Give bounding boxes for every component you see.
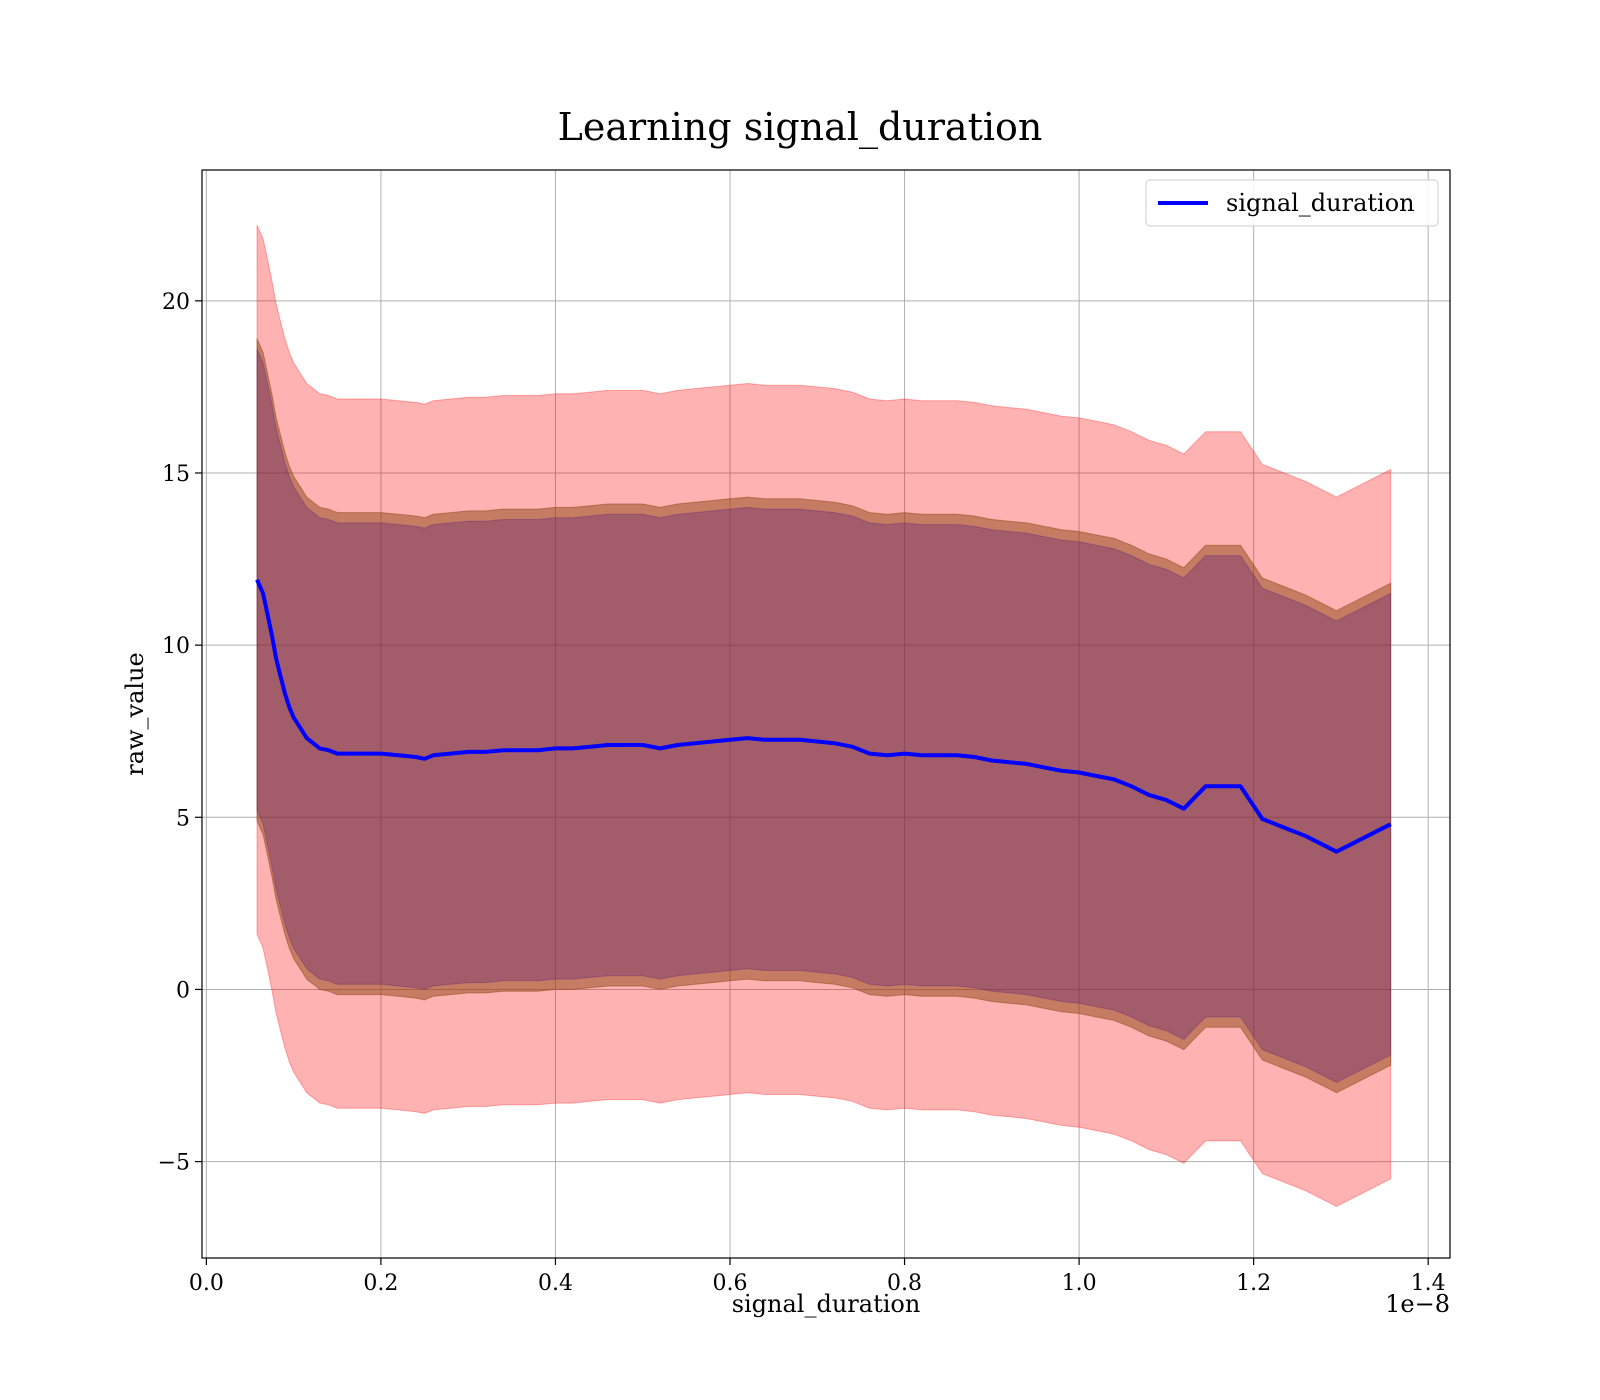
series-line-signal_duration — [255, 578, 1392, 854]
x-tick-label: 0.2 — [363, 1271, 398, 1296]
band-middle — [256, 338, 1392, 1094]
y-tick-label: 15 — [162, 462, 190, 487]
x-tick-label: 0.4 — [538, 1271, 573, 1296]
x-tick-label: 0.6 — [713, 1271, 748, 1296]
x-axis-label: signal_duration — [732, 1290, 921, 1318]
confidence-bands — [256, 224, 1392, 1207]
y-tick-label: 20 — [162, 290, 190, 315]
plot-frame — [201, 169, 1451, 1259]
x-tick-label: 1.0 — [1062, 1271, 1097, 1296]
x-axis: 0.0 0.2 0.4 0.6 0.8 1.0 1.2 1.4 — [189, 1258, 1446, 1296]
y-tick-label: 5 — [176, 806, 190, 831]
y-tick-label: −5 — [158, 1151, 190, 1176]
legend-label: signal_duration — [1226, 189, 1415, 217]
legend: signal_duration — [1145, 179, 1439, 227]
x-axis-offset-label: 1e−8 — [1385, 1290, 1450, 1318]
band-inner — [256, 348, 1392, 1083]
legend-box — [1145, 179, 1439, 227]
y-tick-label: 10 — [162, 634, 190, 659]
y-axis: −5 0 5 10 15 20 — [158, 290, 202, 1176]
x-tick-label: 1.2 — [1236, 1271, 1271, 1296]
x-tick-label: 0.8 — [887, 1271, 922, 1296]
x-tick-label: 0.0 — [189, 1271, 224, 1296]
y-axis-label: raw_value — [121, 652, 149, 776]
chart-title: Learning signal_duration — [558, 105, 1043, 150]
y-tick-label: 0 — [176, 978, 190, 1003]
x-tick-label: 1.4 — [1411, 1271, 1446, 1296]
series-lines — [255, 578, 1392, 854]
